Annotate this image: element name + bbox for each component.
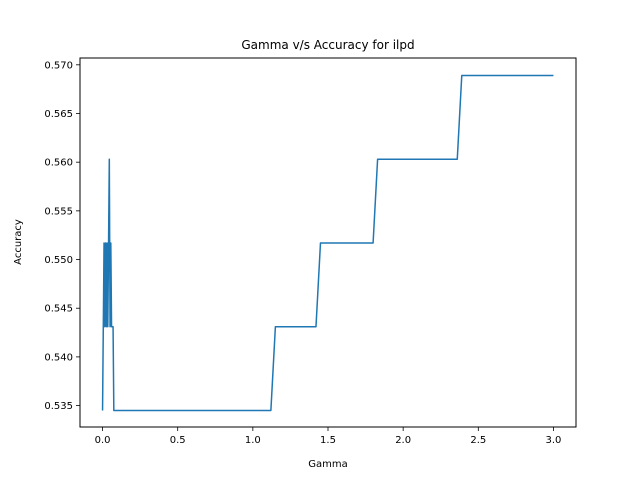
plot-area xyxy=(101,74,554,412)
y-tick-label: 0.560 xyxy=(44,158,73,169)
y-tick-label: 0.535 xyxy=(44,401,73,412)
x-tick-label: 2.5 xyxy=(470,435,486,446)
x-tick-label: 2.0 xyxy=(395,435,411,446)
x-axis-label: Gamma xyxy=(308,459,348,470)
x-tick-label: 0.0 xyxy=(95,435,111,446)
y-tick-label: 0.540 xyxy=(44,352,73,363)
x-tick-label: 1.0 xyxy=(245,435,261,446)
y-tick-label: 0.565 xyxy=(44,109,73,120)
y-axis-label: Accuracy xyxy=(13,219,24,265)
y-tick-label: 0.550 xyxy=(44,255,73,266)
chart-title: Gamma v/s Accuracy for ilpd xyxy=(241,38,414,52)
y-tick-label: 0.570 xyxy=(44,60,73,71)
y-axis: 0.535 0.540 0.545 0.550 0.555 0.560 0.565 0.570 xyxy=(44,60,80,412)
x-tick-label: 1.5 xyxy=(320,435,336,446)
y-tick-label: 0.555 xyxy=(44,206,73,217)
x-tick-label: 3.0 xyxy=(546,435,562,446)
y-tick-label: 0.545 xyxy=(44,304,73,315)
x-axis: 0.0 0.5 1.0 1.5 2.0 2.5 3.0 xyxy=(95,427,562,446)
x-tick-label: 0.5 xyxy=(170,435,186,446)
accuracy-series-line xyxy=(101,74,554,412)
